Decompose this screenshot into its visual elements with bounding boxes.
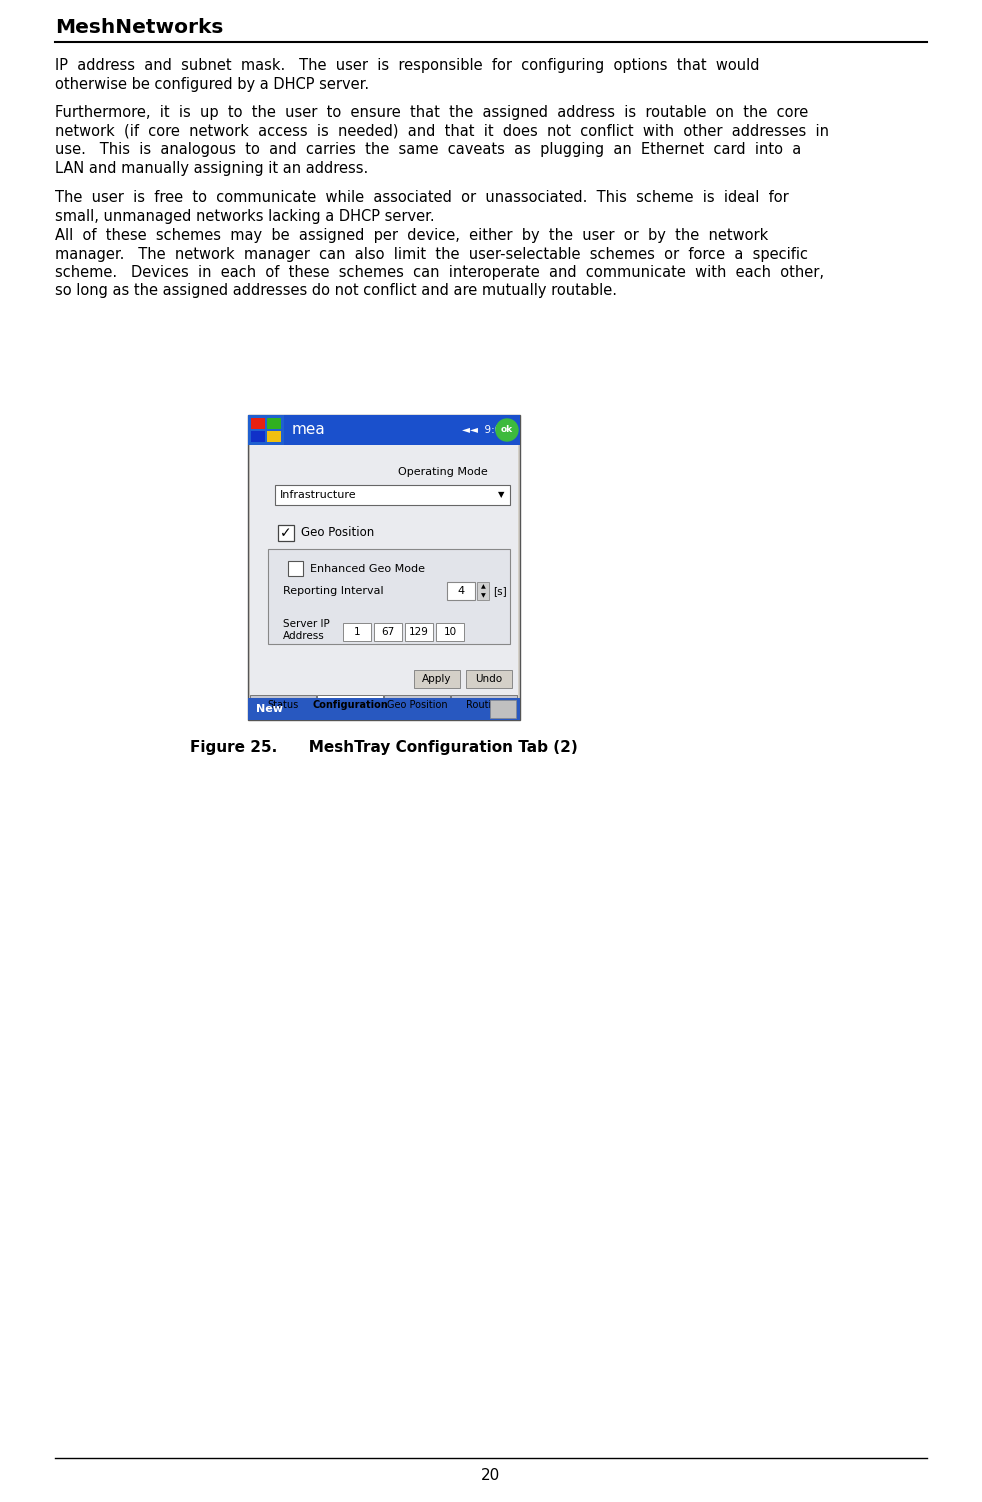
Bar (248, 415, 284, 445)
Text: Enhanced Geo Mode: Enhanced Geo Mode (310, 563, 425, 574)
Text: ▼: ▼ (498, 491, 505, 500)
Bar (374, 623, 402, 641)
Bar (477, 581, 489, 599)
Text: Geo Position: Geo Position (387, 700, 448, 710)
Bar (248, 698, 520, 719)
Text: 67: 67 (381, 626, 395, 637)
Text: New: New (256, 704, 283, 713)
Text: Apply: Apply (422, 674, 452, 683)
Bar (436, 623, 464, 641)
Text: ◄◄  9:05: ◄◄ 9:05 (462, 425, 508, 436)
Bar (250, 695, 316, 715)
Text: [s]: [s] (493, 586, 507, 596)
Bar (251, 418, 265, 430)
Text: ✓: ✓ (280, 526, 292, 541)
Text: All  of  these  schemes  may  be  assigned  per  device,  either  by  the  user : All of these schemes may be assigned per… (55, 228, 768, 243)
Text: 4: 4 (458, 586, 464, 596)
Bar (414, 670, 460, 688)
Text: ▲: ▲ (480, 584, 485, 589)
Text: small, unmanaged networks lacking a DHCP server.: small, unmanaged networks lacking a DHCP… (55, 209, 435, 224)
Text: Configuration: Configuration (312, 700, 388, 710)
Text: Figure 25.      MeshTray Configuration Tab (2): Figure 25. MeshTray Configuration Tab (2… (191, 740, 577, 756)
Text: IP  address  and  subnet  mask.   The  user  is  responsible  for  configuring  : IP address and subnet mask. The user is … (55, 59, 759, 74)
Text: use.   This  is  analogous  to  and  carries  the  same  caveats  as  plugging  : use. This is analogous to and carries th… (55, 143, 801, 158)
Bar (268, 550, 510, 644)
Bar (384, 695, 450, 715)
Text: Address: Address (283, 631, 325, 641)
Bar (278, 526, 294, 541)
Text: ok: ok (501, 425, 513, 434)
Text: 1: 1 (354, 626, 360, 637)
Text: 10: 10 (444, 626, 457, 637)
Text: Infrastructure: Infrastructure (280, 490, 356, 500)
Text: Server IP: Server IP (283, 619, 330, 629)
Bar (317, 695, 383, 715)
Text: Routing: Routing (465, 700, 504, 710)
Bar (251, 431, 265, 442)
Text: scheme.   Devices  in  each  of  these  schemes  can  interoperate  and  communi: scheme. Devices in each of these schemes… (55, 264, 824, 279)
Text: ▼: ▼ (480, 593, 485, 598)
Text: 129: 129 (409, 626, 429, 637)
Text: 20: 20 (481, 1467, 501, 1482)
Bar (250, 445, 518, 695)
Text: Status: Status (268, 700, 300, 710)
Bar (267, 418, 281, 430)
Text: Furthermore,  it  is  up  to  the  user  to  ensure  that  the  assigned  addres: Furthermore, it is up to the user to ens… (55, 105, 808, 120)
Circle shape (496, 419, 518, 442)
Text: MeshNetworks: MeshNetworks (55, 18, 223, 38)
Text: Reporting Interval: Reporting Interval (283, 586, 384, 596)
Bar (447, 581, 475, 599)
Text: manager.   The  network  manager  can  also  limit  the  user-selectable  scheme: manager. The network manager can also li… (55, 246, 808, 261)
Text: Geo Position: Geo Position (301, 527, 374, 539)
Bar (284, 415, 520, 445)
Text: otherwise be configured by a DHCP server.: otherwise be configured by a DHCP server… (55, 77, 369, 92)
Text: Operating Mode: Operating Mode (399, 467, 488, 478)
Bar (343, 623, 371, 641)
Text: network  (if  core  network  access  is  needed)  and  that  it  does  not  conf: network (if core network access is neede… (55, 123, 829, 138)
Bar (267, 431, 281, 442)
Bar (248, 415, 520, 719)
Bar (288, 562, 303, 575)
Text: mea: mea (292, 422, 326, 437)
Text: The  user  is  free  to  communicate  while  associated  or  unassociated.  This: The user is free to communicate while as… (55, 189, 789, 204)
Bar (275, 485, 510, 505)
Bar (451, 695, 517, 715)
Text: so long as the assigned addresses do not conflict and are mutually routable.: so long as the assigned addresses do not… (55, 284, 617, 299)
Bar (490, 700, 516, 718)
Text: LAN and manually assigning it an address.: LAN and manually assigning it an address… (55, 161, 368, 176)
Bar (466, 670, 512, 688)
Bar (405, 623, 433, 641)
Text: Undo: Undo (475, 674, 503, 683)
